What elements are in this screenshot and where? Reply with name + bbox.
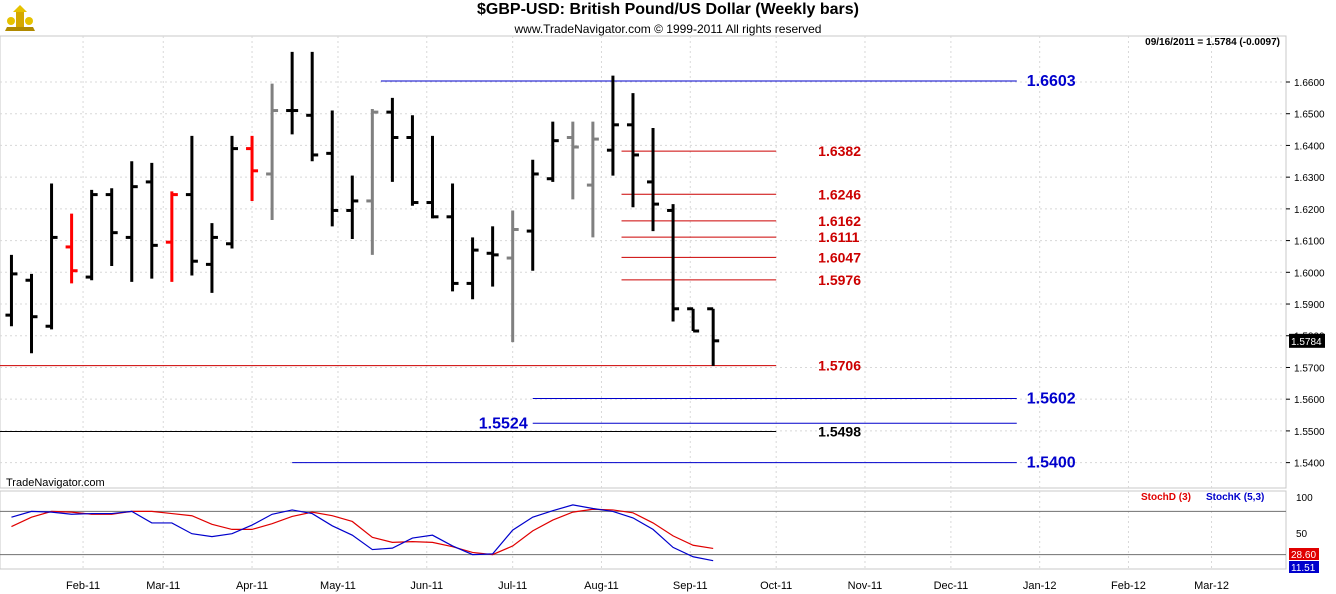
x-tick-label: Mar-12 <box>1194 580 1229 592</box>
last-price-box <box>1289 333 1325 348</box>
ohlc-bar <box>105 188 118 266</box>
level-label: 1.6246 <box>818 186 861 202</box>
level-label: 1.5602 <box>1027 391 1076 408</box>
level-label: 1.6603 <box>1027 73 1076 90</box>
y-tick-label: 1.6300 <box>1294 173 1325 184</box>
ohlc-bar <box>125 161 138 282</box>
ohlc-bar <box>326 110 339 227</box>
price-panel <box>0 35 1287 489</box>
y-tick-label: 1.5400 <box>1294 459 1325 470</box>
ohlc-bar <box>225 135 238 249</box>
stoch-last-label: 28.60 <box>1291 550 1316 561</box>
ohlc-bar <box>246 135 259 201</box>
x-tick-label: Jan-12 <box>1023 580 1057 592</box>
y-tick-label: 1.6600 <box>1294 78 1325 89</box>
ohlc-bar <box>266 83 279 220</box>
ohlc-bar <box>687 307 700 333</box>
ohlc-bar <box>486 226 499 287</box>
ohlc-bar <box>85 189 98 281</box>
ohlc-bar <box>145 162 158 279</box>
legend-stochd: StochD (3) <box>1141 492 1191 503</box>
x-tick-label: May-11 <box>320 580 356 592</box>
level-label: 1.5498 <box>818 424 861 440</box>
ohlc-bar <box>386 97 399 182</box>
x-tick-label: Aug-11 <box>584 580 619 592</box>
last-price-label: 1.5784 <box>1291 337 1322 348</box>
y-tick-label: 1.5900 <box>1294 300 1325 311</box>
last-price-info: 09/16/2011 = 1.5784 (-0.0097) <box>1145 37 1280 48</box>
y-tick-label: 1.6000 <box>1294 268 1325 279</box>
ohlc-bar <box>306 51 319 162</box>
ohlc-bar <box>185 135 198 276</box>
stoch-last-box <box>1289 548 1319 560</box>
legend-stochk: StochK (5,3) <box>1206 492 1265 503</box>
ohlc-bar <box>346 175 359 240</box>
ohlc-bar <box>25 273 38 354</box>
ohlc-bar <box>566 121 579 200</box>
ohlc-bar <box>466 237 479 300</box>
ohlc-bar <box>165 191 178 282</box>
x-tick-label: Feb-11 <box>66 580 100 592</box>
ohlc-bar <box>667 204 680 322</box>
level-label: 1.6382 <box>818 143 861 159</box>
ohlc-bar <box>707 307 720 366</box>
x-tick-label: Jul-11 <box>498 580 527 592</box>
ohlc-bar <box>446 183 459 292</box>
stochastic-panel <box>0 490 1287 570</box>
stoch-line-k <box>11 504 714 562</box>
level-label: 1.5400 <box>1027 455 1076 472</box>
stoch-tick-label: 50 <box>1296 529 1308 540</box>
x-tick-label: Nov-11 <box>848 580 883 592</box>
level-label: 1.6162 <box>818 213 861 229</box>
x-tick-label: Sep-11 <box>673 580 708 592</box>
y-tick-label: 1.6400 <box>1294 141 1325 152</box>
level-label: 1.6047 <box>818 249 861 265</box>
ohlc-bar <box>626 93 639 208</box>
x-tick-label: Feb-12 <box>1111 580 1146 592</box>
y-tick-label: 1.5600 <box>1294 395 1325 406</box>
y-tick-label: 1.6500 <box>1294 110 1325 121</box>
ohlc-bar <box>366 108 379 255</box>
y-tick-label: 1.6100 <box>1294 237 1325 248</box>
x-tick-label: Oct-11 <box>760 580 792 592</box>
level-label: 1.5524 <box>479 415 528 432</box>
x-tick-label: Mar-11 <box>146 580 180 592</box>
ohlc-bar <box>5 254 18 327</box>
ohlc-bar <box>586 121 599 238</box>
ohlc-bar <box>406 115 419 206</box>
copyright-notice: www.TradeNavigator.com © 1999-2011 All r… <box>514 22 822 36</box>
ohlc-bar <box>647 127 660 232</box>
stoch-last-box <box>1289 561 1319 573</box>
x-tick-label: Dec-11 <box>934 580 969 592</box>
stoch-tick-label: 100 <box>1296 493 1313 504</box>
x-tick-label: Jun-11 <box>410 580 443 592</box>
tradenavigator-logo-icon <box>5 5 35 31</box>
ohlc-bar <box>506 210 519 343</box>
x-tick-label: Apr-11 <box>236 580 268 592</box>
y-tick-label: 1.6200 <box>1294 205 1325 216</box>
ohlc-bar <box>526 159 539 271</box>
ohlc-bar <box>426 135 439 219</box>
ohlc-bar <box>45 183 58 330</box>
level-label: 1.6111 <box>818 229 859 245</box>
stoch-last-label: 11.51 <box>1291 563 1316 574</box>
watermark: TradeNavigator.com <box>6 477 105 489</box>
ohlc-bar <box>65 213 78 284</box>
ohlc-bar <box>286 51 299 135</box>
level-label: 1.5706 <box>818 358 861 374</box>
ohlc-bar <box>606 75 619 176</box>
ohlc-bar <box>205 223 218 293</box>
y-tick-label: 1.5500 <box>1294 427 1325 438</box>
level-label: 1.5976 <box>818 272 861 288</box>
y-tick-label: 1.5700 <box>1294 363 1325 374</box>
chart-title: $GBP-USD: British Pound/US Dollar (Weekl… <box>477 1 859 18</box>
ohlc-bar <box>546 121 559 182</box>
